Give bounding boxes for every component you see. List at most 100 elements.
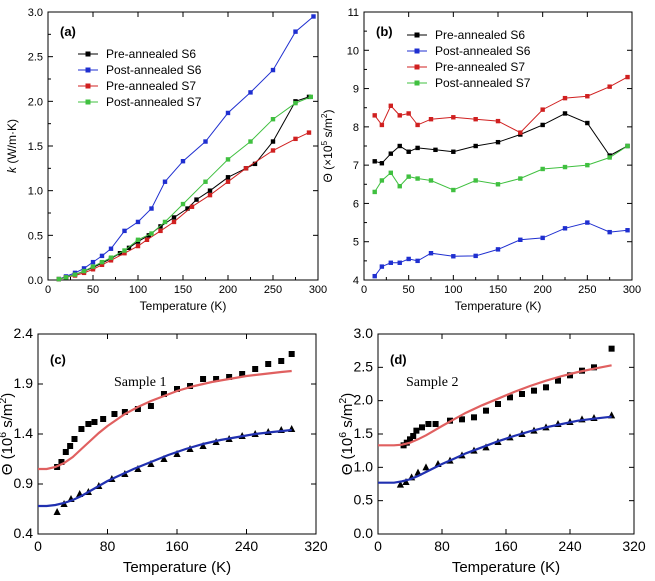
legend-label: Post-annealed S7 — [435, 76, 531, 90]
data-point-triangle — [396, 480, 404, 488]
data-point — [100, 416, 107, 422]
y-axis-label: Θ (106 s/m2) — [337, 393, 356, 476]
data-point — [608, 345, 615, 352]
data-point — [189, 204, 195, 209]
x-tick-label: 250 — [264, 284, 282, 296]
data-point — [531, 387, 537, 394]
data-point — [388, 151, 393, 156]
x-tick-label: 0 — [34, 538, 42, 554]
data-point — [91, 419, 98, 425]
panel-letter: (a) — [60, 24, 76, 39]
data-point — [428, 178, 434, 183]
legend-marker — [85, 67, 91, 73]
y-tick-label: 2.5 — [28, 52, 43, 64]
y-tick-label: 5 — [353, 237, 359, 249]
x-tick-label: 250 — [578, 284, 596, 296]
data-point — [270, 117, 276, 122]
y-tick-label: 3.0 — [28, 7, 43, 19]
data-point — [171, 215, 177, 220]
series-3 — [372, 143, 630, 195]
data-point — [419, 424, 425, 431]
series-1 — [53, 425, 296, 515]
y-tick-label: 7 — [353, 160, 359, 172]
y-tick-label: 2.0 — [354, 392, 374, 408]
data-point — [144, 237, 150, 242]
data-point — [555, 377, 561, 384]
y-axis-label: Θ (×105 s/m2) — [319, 109, 335, 182]
x-axis-label: Temperature (K) — [140, 299, 227, 313]
chart-panel-2: 0 80 160 240 320 0.4 0.9 1.4 1.9 2.4 Temperature (… — [0, 325, 328, 576]
data-point — [388, 170, 393, 175]
data-point — [226, 374, 233, 380]
data-point — [562, 95, 568, 101]
legend-label: Post-annealed S6 — [106, 63, 202, 77]
data-point — [252, 161, 258, 167]
data-point — [425, 421, 432, 427]
x-tick-label: 100 — [129, 284, 147, 296]
y-axis-label-close: ) — [339, 393, 356, 398]
y-axis-label-unit: s/m — [0, 404, 16, 432]
data-point — [149, 206, 154, 211]
data-point — [388, 260, 393, 265]
legend-marker — [85, 83, 91, 89]
y-axis-label: Θ (106 s/m2) — [0, 393, 16, 476]
data-point — [207, 192, 213, 198]
y-tick-label: 0.9 — [14, 475, 34, 491]
data-point-triangle — [199, 442, 207, 449]
x-tick-label: 100 — [444, 284, 462, 296]
data-point — [162, 219, 168, 225]
data-point — [379, 122, 385, 128]
data-point — [397, 143, 402, 149]
data-point — [99, 253, 105, 259]
data-point — [607, 155, 612, 160]
y-tick-label: 9 — [353, 84, 359, 96]
data-point — [207, 188, 213, 193]
y-tick-label: 1.0 — [28, 186, 43, 198]
x-axis-label: Temperature (K) — [452, 559, 560, 576]
x-tick-label: 200 — [533, 284, 551, 296]
data-point — [293, 29, 298, 34]
data-point — [518, 176, 523, 181]
data-point — [111, 411, 118, 417]
data-point — [428, 251, 434, 256]
data-point-triangle — [422, 463, 430, 471]
data-point — [562, 226, 568, 231]
data-point — [158, 228, 163, 234]
data-point — [388, 103, 393, 108]
data-point — [495, 139, 501, 145]
data-point — [495, 401, 501, 407]
data-point — [90, 267, 96, 272]
data-point — [585, 94, 590, 99]
data-point — [428, 117, 434, 122]
data-point — [213, 376, 220, 382]
data-point — [372, 273, 377, 279]
data-point — [81, 268, 87, 274]
data-point — [225, 110, 231, 116]
data-point — [562, 111, 568, 116]
data-point — [90, 259, 96, 265]
data-point — [293, 136, 298, 142]
data-point — [607, 229, 612, 235]
y-axis-label: k (W/m·K) — [5, 119, 19, 173]
y-axis-label-text: Θ (10 — [339, 438, 356, 476]
data-point — [265, 361, 272, 367]
x-tick-label: 150 — [489, 284, 507, 296]
y-axis-label-close: ) — [321, 109, 335, 113]
data-point — [607, 84, 612, 89]
panel-letter: (c) — [50, 352, 66, 367]
data-point — [308, 94, 313, 100]
data-point-triangle — [53, 508, 61, 515]
sample-annotation: Sample 1 — [114, 375, 167, 390]
data-point — [415, 176, 420, 181]
data-point — [278, 358, 285, 364]
data-point — [81, 266, 87, 271]
data-point — [432, 421, 439, 427]
data-point — [406, 111, 411, 116]
data-point — [108, 255, 114, 260]
data-point — [225, 175, 231, 180]
data-point — [135, 219, 141, 225]
legend-label: Post-annealed S6 — [435, 44, 531, 58]
data-point — [518, 130, 523, 135]
data-point — [433, 147, 438, 153]
